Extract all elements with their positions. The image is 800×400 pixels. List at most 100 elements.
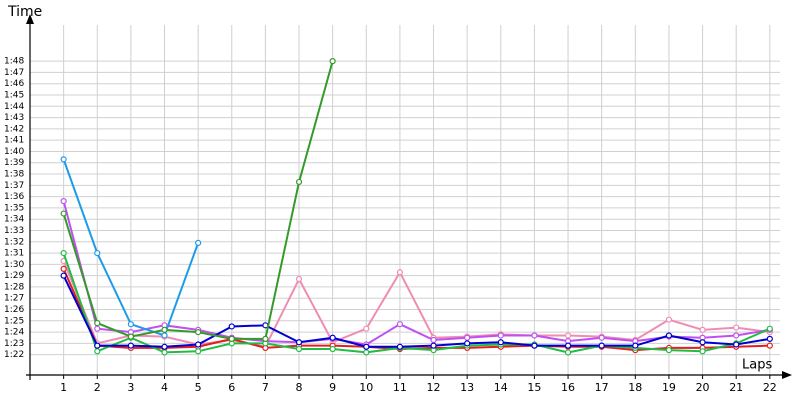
x-tick-label: 1 <box>60 381 67 394</box>
y-tick-label: 1:34 <box>4 215 24 225</box>
point <box>60 265 67 272</box>
point <box>531 342 538 349</box>
y-tick-label: 1:38 <box>4 170 24 180</box>
point <box>195 239 202 247</box>
point <box>60 198 67 205</box>
y-tick-label: 1:43 <box>4 113 24 123</box>
point <box>329 345 336 353</box>
point <box>766 342 773 349</box>
point <box>161 349 168 356</box>
point <box>363 343 370 350</box>
point <box>94 319 101 327</box>
point <box>396 269 404 276</box>
x-tick-label: 20 <box>696 381 710 394</box>
point <box>564 342 572 349</box>
x-tick-label: 4 <box>161 381 168 394</box>
y-tick-label: 1:25 <box>4 316 24 326</box>
point <box>665 316 673 323</box>
series-line <box>62 260 770 348</box>
y-tick-label: 1:41 <box>4 136 24 146</box>
y-axis-arrow <box>26 14 34 24</box>
y-tick-label: 1:46 <box>4 79 24 89</box>
y-tick-label: 1:39 <box>4 158 24 168</box>
point <box>564 349 572 356</box>
point <box>94 342 101 349</box>
x-tick-label: 18 <box>628 381 642 394</box>
y-tick-label: 1:32 <box>4 237 24 247</box>
point <box>598 342 605 349</box>
point <box>94 325 101 332</box>
point <box>127 342 134 349</box>
x-tick-label: 17 <box>595 381 609 394</box>
point <box>665 347 673 354</box>
point <box>464 340 471 347</box>
point <box>161 343 168 350</box>
y-tick-label: 1:44 <box>4 102 24 112</box>
x-tick-label: 2 <box>94 381 101 394</box>
series-line <box>62 275 770 348</box>
point <box>497 339 504 346</box>
x-tick-label: 9 <box>329 381 336 394</box>
point <box>60 272 67 279</box>
series-line <box>62 252 771 354</box>
point <box>363 349 370 356</box>
y-tick-label: 1:47 <box>4 68 24 78</box>
point <box>262 335 269 342</box>
point <box>60 210 67 217</box>
y-tick-label: 1:40 <box>4 147 24 157</box>
x-tick-label: 6 <box>228 381 235 394</box>
point <box>295 275 303 283</box>
y-tick-label: 1:45 <box>4 91 24 101</box>
y-tick-label: 1:37 <box>4 181 24 191</box>
x-axis-title: Laps <box>742 358 772 373</box>
x-tick-label: 15 <box>527 381 541 394</box>
y-tick-label: 1:28 <box>4 282 24 292</box>
y-tick-label: 1:48 <box>4 57 24 67</box>
y-tick-label: 1:42 <box>4 124 24 134</box>
point <box>295 339 303 346</box>
point <box>329 334 336 341</box>
series-line <box>62 200 770 346</box>
point <box>60 249 67 257</box>
point <box>363 325 370 332</box>
point <box>295 178 303 186</box>
y-tick-label: 1:31 <box>4 249 24 259</box>
point <box>699 348 706 355</box>
y-tick-label: 1:35 <box>4 203 24 213</box>
y-tick-label: 1:26 <box>4 305 24 315</box>
point <box>228 323 235 330</box>
y-tick-label: 1:30 <box>4 260 24 270</box>
point <box>127 333 134 340</box>
x-tick-label: 3 <box>127 381 134 394</box>
point <box>396 343 404 350</box>
point <box>195 348 202 355</box>
x-axis-arrow <box>782 371 792 379</box>
point <box>766 325 773 332</box>
grid <box>30 25 780 375</box>
x-tick-label: 12 <box>427 381 441 394</box>
x-tick-label: 5 <box>195 381 202 394</box>
point <box>665 332 673 339</box>
point <box>699 339 706 346</box>
point <box>733 332 740 339</box>
point <box>497 332 504 339</box>
point <box>329 58 336 65</box>
point <box>195 341 202 348</box>
x-tick-label: 8 <box>296 381 303 394</box>
point <box>699 326 706 333</box>
point <box>94 348 101 355</box>
x-tick-label: 19 <box>662 381 676 394</box>
x-tick-label: 13 <box>460 381 474 394</box>
y-axis-title: Time <box>7 4 42 20</box>
y-tick-label: 1:27 <box>4 294 24 304</box>
point <box>632 342 639 349</box>
point <box>295 345 303 353</box>
point <box>598 334 605 341</box>
point <box>564 332 572 339</box>
point <box>733 324 740 331</box>
point <box>161 332 168 339</box>
point <box>127 321 134 328</box>
y-tick-label: 1:23 <box>4 339 24 349</box>
x-tick-label: 11 <box>393 381 407 394</box>
